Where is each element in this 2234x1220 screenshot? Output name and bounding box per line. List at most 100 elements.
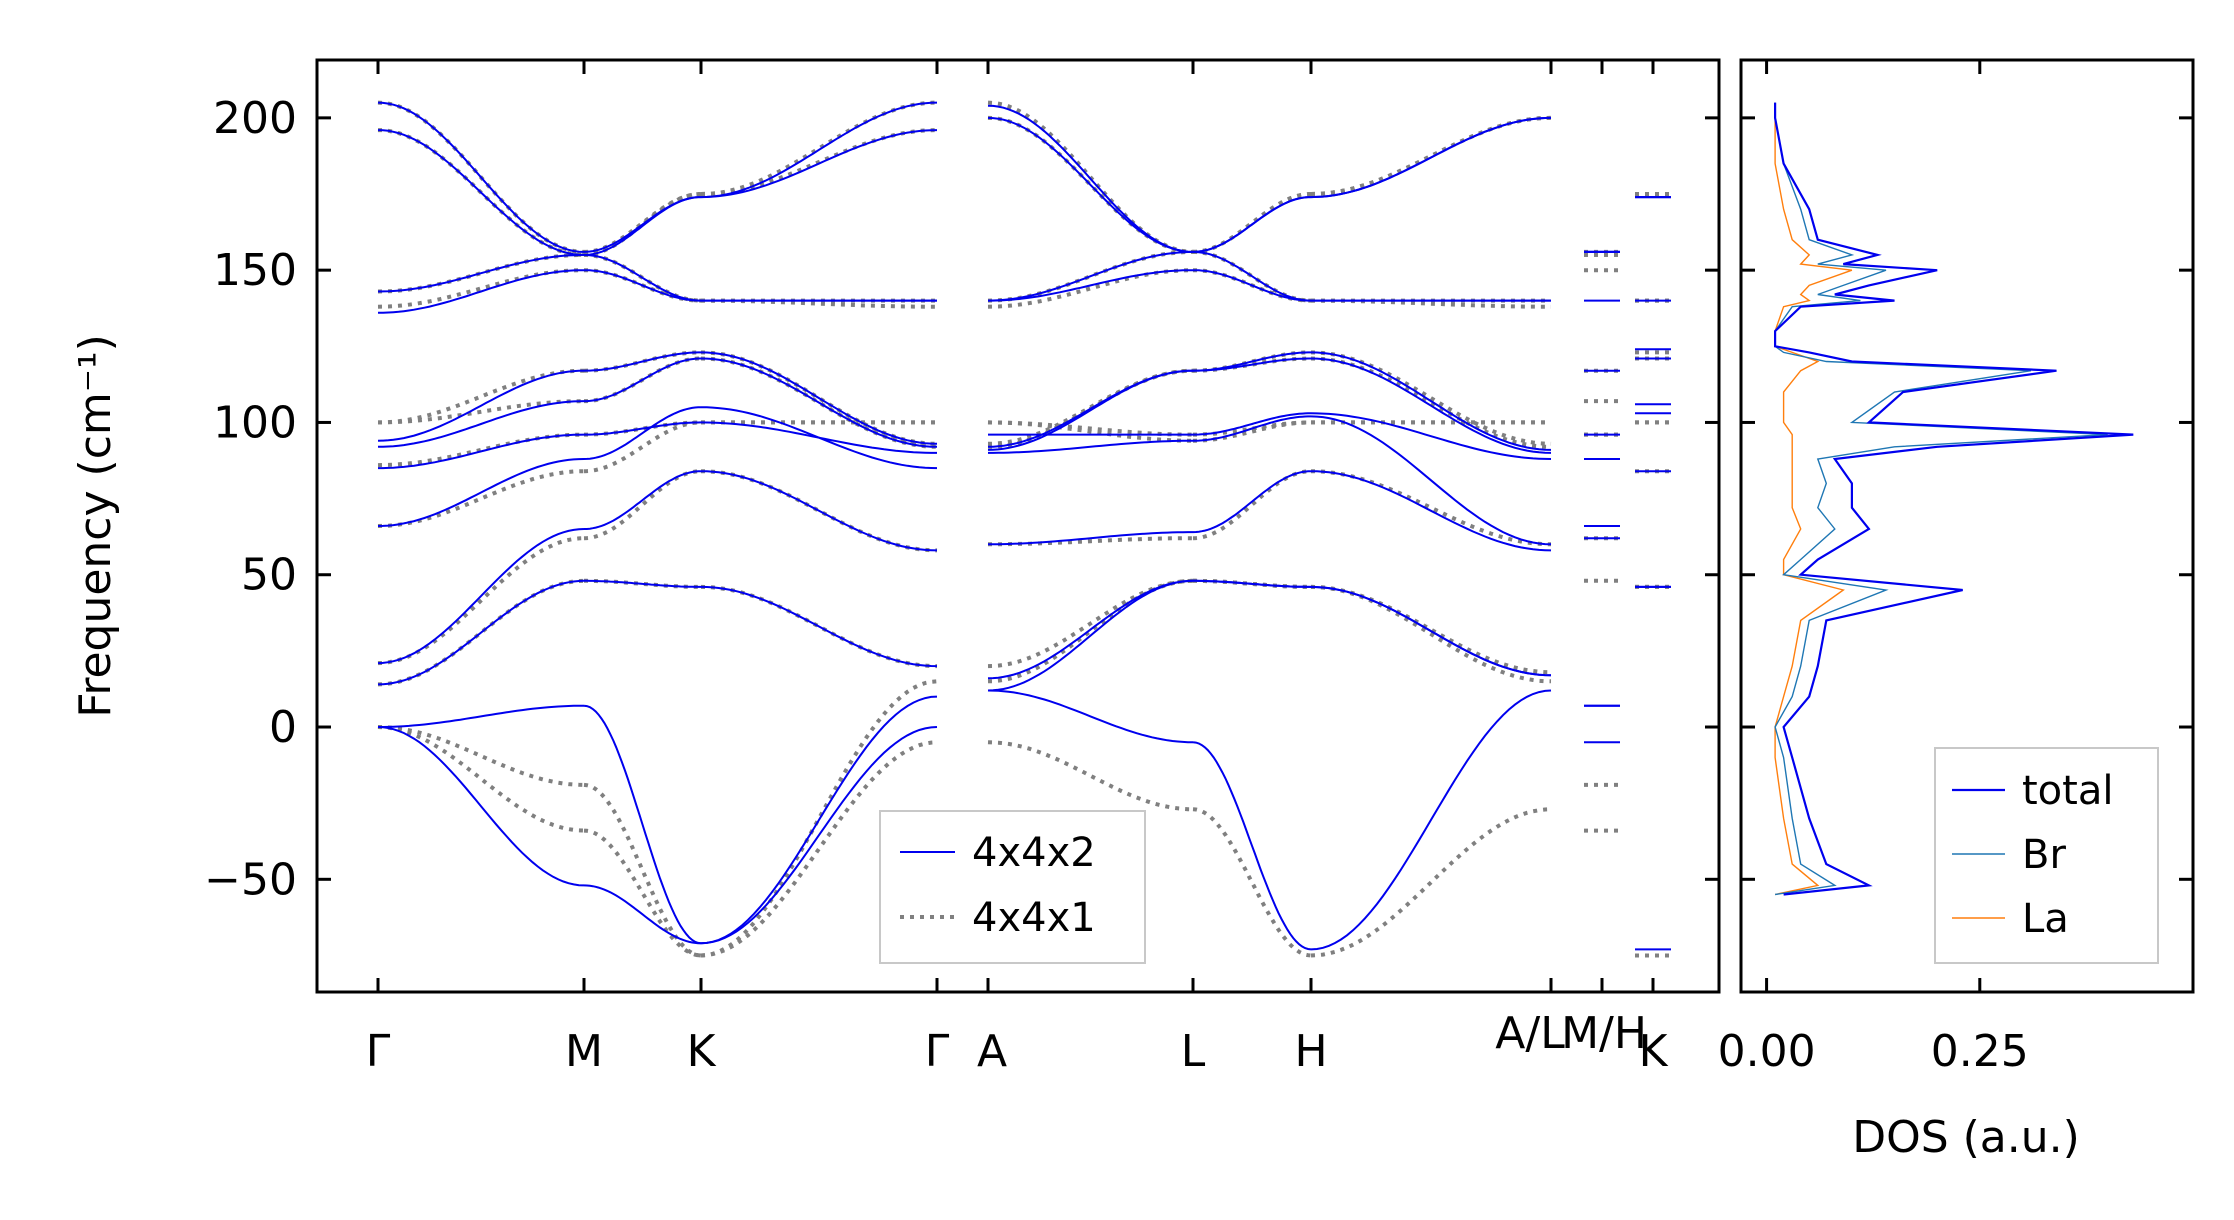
band-line-4x4x2 bbox=[987, 579, 1194, 680]
dos-x-ticks: 0.00 0.25 bbox=[1718, 60, 2029, 1077]
band-line-4x4x2 bbox=[377, 269, 584, 314]
legend-label: total bbox=[2022, 768, 2113, 814]
band-line-4x4x2 bbox=[584, 421, 702, 436]
band-line-4x4x2 bbox=[583, 704, 702, 945]
band-line-4x4x2 bbox=[584, 269, 701, 302]
band-line-4x4x1 bbox=[987, 578, 1194, 669]
k-point-label: A bbox=[977, 1026, 1007, 1077]
band-line-4x4x1 bbox=[700, 740, 938, 958]
band-line-4x4x2 bbox=[1310, 415, 1552, 546]
band-line-4x4x2 bbox=[377, 726, 585, 887]
band-line-4x4x2 bbox=[377, 400, 585, 448]
band-y-tick-label: 100 bbox=[213, 397, 297, 448]
band-line-4x4x2 bbox=[377, 458, 585, 527]
band-line-4x4x2 bbox=[700, 726, 938, 945]
band-line-4x4x1 bbox=[1192, 469, 1312, 541]
band-line-4x4x2 bbox=[1310, 689, 1552, 951]
band-line-4x4x1 bbox=[987, 740, 1194, 812]
band-line-4x4x1 bbox=[1192, 192, 1312, 254]
band-line-4x4x2 bbox=[377, 528, 585, 665]
band-line-4x4x2 bbox=[378, 433, 585, 470]
band-line-4x4x2 bbox=[1192, 351, 1311, 372]
k-point-label: M bbox=[565, 1026, 603, 1077]
band-line-4x4x1 bbox=[1193, 420, 1312, 443]
band-line-4x4x2 bbox=[1310, 116, 1552, 199]
dos-curves bbox=[1774, 102, 2134, 896]
dos-line-la bbox=[1774, 102, 1853, 896]
band-line-4x4x2 bbox=[1310, 585, 1552, 677]
band-line-4x4x2 bbox=[377, 579, 585, 686]
band-line-4x4x2 bbox=[583, 253, 702, 302]
band-line-4x4x2 bbox=[583, 351, 701, 372]
k-point-label: K bbox=[1639, 1026, 1669, 1077]
band-line-4x4x2 bbox=[700, 129, 938, 199]
band-line-4x4x2 bbox=[583, 196, 701, 256]
band-line-4x4x2 bbox=[583, 884, 702, 945]
band-legend: 4x4x2 4x4x1 bbox=[879, 810, 1146, 964]
dos-legend: total Br La bbox=[1934, 747, 2159, 964]
band-line-4x4x1 bbox=[987, 420, 1193, 443]
band-line-4x4x1 bbox=[1310, 469, 1552, 547]
band-line-4x4x2 bbox=[700, 357, 938, 448]
band-line-4x4x1 bbox=[1192, 192, 1312, 254]
band-curves bbox=[377, 100, 1671, 958]
dos-y-ticks bbox=[1741, 116, 2193, 881]
band-line-4x4x2 bbox=[1193, 579, 1311, 588]
band-line-4x4x1 bbox=[1192, 807, 1312, 958]
band-line-4x4x2 bbox=[1192, 741, 1312, 951]
band-line-4x4x2 bbox=[987, 689, 1193, 744]
band-line-4x4x1 bbox=[987, 578, 1194, 684]
dos-plot-frame bbox=[1739, 58, 2195, 994]
band-line-4x4x2 bbox=[1192, 470, 1312, 534]
band-line-4x4x2 bbox=[583, 196, 701, 253]
k-point-label: Γ bbox=[366, 1026, 391, 1077]
band-y-tick-label: 150 bbox=[213, 245, 297, 296]
k-point-label: K bbox=[687, 1026, 717, 1077]
band-line-4x4x2 bbox=[988, 531, 1193, 546]
dos-line-total bbox=[1774, 102, 2134, 896]
band-line-4x4x1 bbox=[378, 368, 584, 425]
band-line-4x4x2 bbox=[987, 369, 1194, 448]
band-line-4x4x1 bbox=[377, 536, 585, 666]
legend-box bbox=[879, 810, 1146, 964]
band-line-4x4x2 bbox=[700, 695, 938, 945]
k-point-label: L bbox=[1181, 1026, 1206, 1077]
band-line-4x4x2 bbox=[584, 579, 701, 588]
band-line-4x4x1 bbox=[583, 828, 702, 958]
band-line-4x4x2 bbox=[377, 101, 585, 253]
band-line-4x4x2 bbox=[583, 406, 702, 460]
band-line-4x4x1 bbox=[1310, 807, 1552, 958]
band-line-4x4x1 bbox=[1310, 115, 1552, 196]
band-line-4x4x2 bbox=[377, 253, 585, 293]
dos-panel: 0.00 0.25 DOS (a.u.) total Br La bbox=[1718, 58, 2195, 1163]
band-line-4x4x2 bbox=[1192, 196, 1311, 253]
band-line-4x4x2 bbox=[377, 369, 585, 442]
band-line-4x4x1 bbox=[378, 399, 585, 425]
k-point-label: M/H bbox=[1561, 1008, 1647, 1059]
band-y-axis-label: Frequency (cm⁻¹) bbox=[70, 334, 121, 718]
band-line-4x4x1 bbox=[700, 679, 938, 958]
band-line-4x4x2 bbox=[1193, 412, 1311, 436]
band-plot-frame bbox=[315, 58, 1721, 994]
band-line-4x4x1 bbox=[987, 368, 1194, 446]
legend-label: Br bbox=[2022, 832, 2066, 878]
band-y-tick-label: 0 bbox=[269, 702, 297, 753]
band-line-4x4x2 bbox=[700, 470, 938, 552]
band-line-4x4x2 bbox=[1310, 357, 1552, 454]
band-line-4x4x1 bbox=[377, 432, 585, 468]
band-line-4x4x2 bbox=[700, 585, 938, 668]
legend-label: La bbox=[2022, 896, 2069, 942]
band-y-ticks: −50 0 50 100 150 200 bbox=[204, 93, 1719, 905]
band-line-4x4x1 bbox=[377, 469, 585, 528]
band-line-4x4x2 bbox=[988, 269, 1193, 302]
band-line-4x4x2 bbox=[700, 421, 937, 454]
band-line-4x4x1 bbox=[583, 192, 702, 254]
band-line-4x4x1 bbox=[700, 128, 938, 196]
band-line-4x4x2 bbox=[1310, 412, 1552, 460]
dos-x-tick-label: 0.25 bbox=[1931, 1026, 2029, 1077]
band-line-4x4x1 bbox=[1310, 115, 1552, 196]
band-line-4x4x2 bbox=[1310, 470, 1552, 552]
band-line-4x4x1 bbox=[377, 725, 585, 833]
